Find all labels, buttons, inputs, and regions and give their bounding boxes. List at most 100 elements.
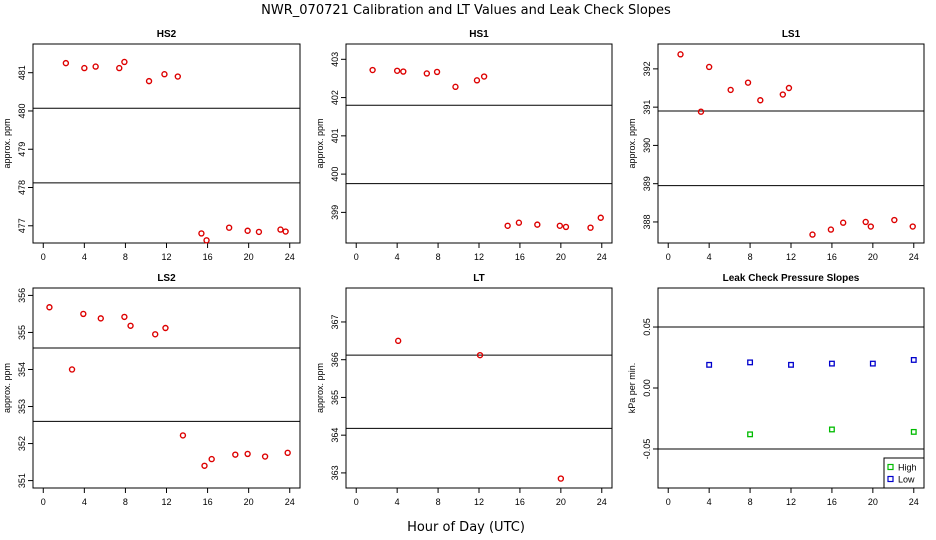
data-point <box>744 79 752 86</box>
y-tick-label: 388 <box>642 214 652 229</box>
data-point <box>452 83 459 91</box>
x-tick-label: 16 <box>827 252 837 262</box>
y-tick-label: 351 <box>17 473 27 488</box>
y-axis-label: approx. ppm <box>315 118 325 168</box>
chart-panel: LS2 approx. ppm 0 4 8 12 16 20 24 351 352 353 354 355… <box>2 273 301 507</box>
x-tick-label: 16 <box>827 497 837 507</box>
x-tick-label: 12 <box>474 252 484 262</box>
x-axis-label: Hour of Day (UTC) <box>407 520 525 535</box>
data-point <box>423 70 431 77</box>
x-tick-label: 0 <box>41 252 46 262</box>
y-tick-label: 392 <box>642 61 652 76</box>
data-point <box>161 71 168 78</box>
x-tick-label: 8 <box>436 497 441 507</box>
x-tick-label: 12 <box>161 497 171 507</box>
data-point <box>369 66 376 74</box>
data-point <box>515 219 523 226</box>
x-tick-label: 4 <box>395 497 400 507</box>
x-tick-label: 0 <box>41 497 46 507</box>
data-point <box>255 228 263 236</box>
data-point <box>97 315 104 322</box>
data-point <box>809 231 816 238</box>
x-tick-label: 20 <box>868 252 878 262</box>
data-point <box>127 322 134 329</box>
x-tick-label: 24 <box>909 252 919 262</box>
data-point <box>827 226 835 233</box>
data-point <box>46 304 53 311</box>
data-point <box>62 59 70 67</box>
x-tick-label: 4 <box>82 252 87 262</box>
x-tick-label: 12 <box>474 497 484 507</box>
data-point <box>779 91 787 98</box>
data-point <box>121 313 128 321</box>
data-point <box>201 462 208 469</box>
data-point <box>244 450 251 458</box>
y-axis-label: kPa per min. <box>627 363 637 414</box>
data-point <box>208 455 215 463</box>
x-tick-label: 12 <box>161 252 171 262</box>
x-tick-label: 0 <box>666 497 671 507</box>
data-point <box>706 361 713 368</box>
x-tick-label: 4 <box>395 252 400 262</box>
x-tick-label: 20 <box>556 252 566 262</box>
y-axis-label: approx. ppm <box>2 363 12 413</box>
y-tick-label: -0.05 <box>642 439 652 460</box>
data-point <box>562 223 570 231</box>
data-point <box>828 426 835 433</box>
x-tick-label: 0 <box>666 252 671 262</box>
data-point <box>677 51 684 58</box>
data-point <box>68 366 76 373</box>
data-point <box>225 224 233 231</box>
x-tick-label: 24 <box>285 497 295 507</box>
y-tick-label: 400 <box>330 167 340 182</box>
data-point <box>116 64 123 72</box>
figure-title: NWR_070721 Calibration and LT Values and… <box>261 3 671 18</box>
data-point <box>394 337 402 345</box>
data-point <box>869 360 876 367</box>
data-point <box>198 230 205 237</box>
data-point <box>433 68 441 76</box>
chart-panel: HS1 approx. ppm 0 4 8 12 16 20 24 399 400 401 402 403 <box>315 29 613 262</box>
plot-frame <box>32 287 301 489</box>
y-tick-label: 390 <box>642 138 652 153</box>
data-point <box>145 77 153 85</box>
data-point <box>597 214 604 221</box>
data-point <box>80 310 87 318</box>
data-point <box>828 360 835 367</box>
data-point <box>400 68 407 75</box>
x-tick-label: 0 <box>354 252 359 262</box>
y-tick-label: 366 <box>330 352 340 367</box>
legend-label: High <box>898 463 917 473</box>
x-tick-label: 24 <box>909 497 919 507</box>
data-point <box>473 77 481 84</box>
data-point <box>909 223 916 230</box>
data-point <box>162 324 169 332</box>
data-point <box>480 73 488 80</box>
data-point <box>284 449 291 457</box>
y-tick-label: 479 <box>17 142 27 157</box>
y-tick-label: 364 <box>330 428 340 443</box>
data-point <box>121 58 128 66</box>
x-tick-label: 16 <box>203 252 213 262</box>
y-tick-label: 365 <box>330 390 340 405</box>
x-tick-label: 8 <box>123 497 128 507</box>
y-tick-label: 389 <box>642 176 652 191</box>
data-point <box>867 223 874 230</box>
y-tick-label: 363 <box>330 465 340 480</box>
data-point <box>504 222 511 229</box>
chart-panel: Leak Check Pressure Slopes kPa per min. 0 4… <box>627 273 925 507</box>
x-tick-label: 16 <box>203 497 213 507</box>
data-point <box>232 451 239 458</box>
data-point <box>862 218 869 226</box>
legend-marker <box>887 463 894 471</box>
x-tick-label: 8 <box>748 252 753 262</box>
x-tick-label: 20 <box>244 252 254 262</box>
data-point <box>788 361 794 368</box>
x-tick-label: 12 <box>786 252 796 262</box>
y-axis-label: approx. ppm <box>627 118 637 168</box>
y-tick-label: 401 <box>330 128 340 143</box>
plot-frame <box>345 43 613 244</box>
y-tick-label: 367 <box>330 314 340 329</box>
legend-label: Low <box>898 475 915 485</box>
data-point <box>534 221 541 228</box>
